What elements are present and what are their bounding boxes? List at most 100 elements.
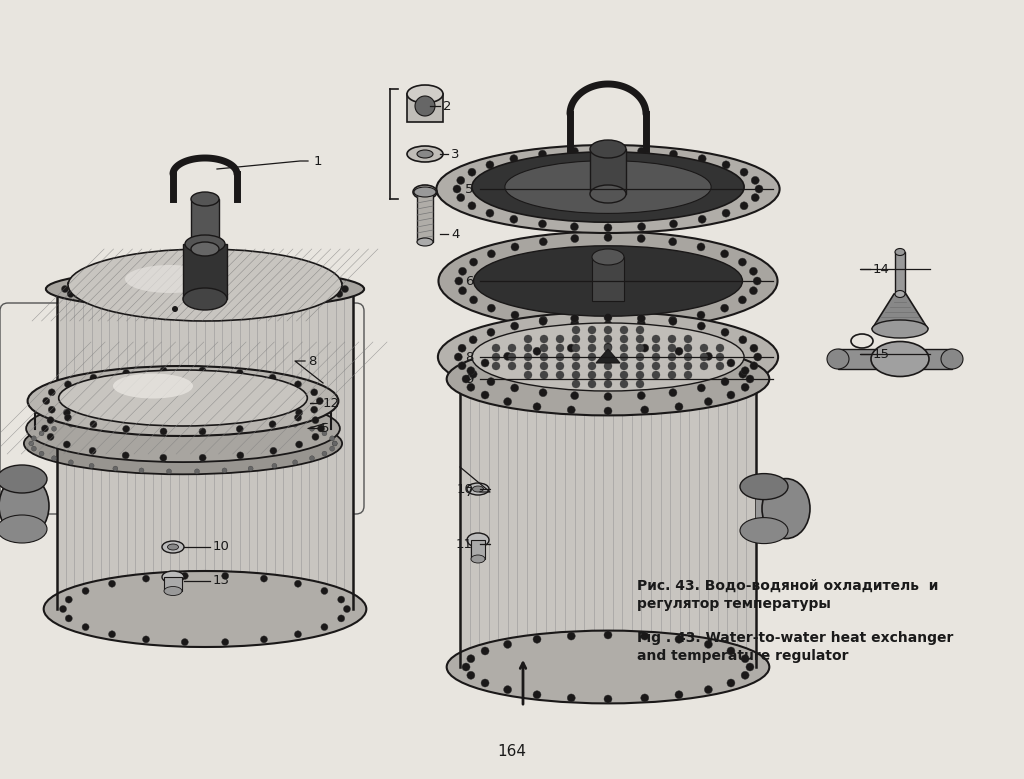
Circle shape: [721, 250, 729, 258]
Circle shape: [312, 433, 318, 440]
Circle shape: [260, 636, 267, 643]
Circle shape: [620, 371, 628, 379]
Text: 13: 13: [213, 574, 230, 587]
Ellipse shape: [438, 312, 778, 402]
Circle shape: [604, 353, 612, 361]
Circle shape: [237, 425, 244, 432]
Ellipse shape: [0, 475, 49, 537]
Circle shape: [705, 397, 713, 406]
Circle shape: [636, 353, 644, 361]
Circle shape: [467, 654, 475, 663]
Bar: [895, 252, 905, 294]
Ellipse shape: [69, 249, 342, 321]
Circle shape: [697, 243, 705, 251]
Bar: [407, 94, 443, 122]
Circle shape: [467, 367, 475, 375]
Circle shape: [458, 361, 466, 370]
Circle shape: [669, 238, 677, 245]
Circle shape: [310, 389, 317, 396]
Circle shape: [641, 344, 649, 352]
Circle shape: [668, 371, 676, 379]
Circle shape: [604, 393, 612, 400]
Circle shape: [29, 441, 34, 446]
Circle shape: [620, 353, 628, 361]
Circle shape: [332, 441, 337, 446]
Circle shape: [122, 452, 129, 459]
Circle shape: [492, 362, 500, 370]
Circle shape: [540, 353, 548, 361]
Circle shape: [684, 362, 692, 370]
Text: 2: 2: [443, 100, 452, 112]
Ellipse shape: [436, 145, 779, 233]
Circle shape: [741, 367, 750, 375]
Ellipse shape: [438, 231, 777, 330]
Circle shape: [727, 359, 735, 367]
Circle shape: [722, 160, 730, 169]
Ellipse shape: [872, 320, 928, 338]
Ellipse shape: [58, 370, 307, 426]
Circle shape: [604, 343, 612, 351]
Circle shape: [572, 353, 580, 361]
Circle shape: [604, 380, 612, 388]
Ellipse shape: [191, 192, 219, 206]
Bar: [417, 192, 433, 242]
Circle shape: [722, 209, 730, 217]
Circle shape: [637, 234, 645, 242]
Circle shape: [697, 311, 705, 319]
Circle shape: [167, 469, 171, 474]
Circle shape: [504, 686, 512, 693]
Circle shape: [754, 353, 762, 361]
Circle shape: [336, 291, 343, 298]
Circle shape: [322, 451, 327, 456]
Circle shape: [199, 367, 206, 374]
Circle shape: [636, 380, 644, 388]
Circle shape: [459, 267, 467, 275]
Circle shape: [745, 375, 754, 383]
Ellipse shape: [185, 235, 225, 253]
Circle shape: [540, 344, 548, 352]
Polygon shape: [35, 401, 331, 428]
Circle shape: [113, 466, 118, 471]
Circle shape: [588, 362, 596, 370]
Circle shape: [487, 304, 496, 312]
Circle shape: [309, 456, 314, 460]
Bar: [471, 540, 485, 559]
Text: 164: 164: [498, 743, 526, 759]
Circle shape: [524, 335, 532, 343]
Circle shape: [637, 392, 645, 400]
Ellipse shape: [895, 291, 905, 298]
Circle shape: [620, 380, 628, 388]
Bar: [592, 257, 624, 301]
Circle shape: [570, 234, 579, 242]
Circle shape: [160, 454, 167, 461]
Circle shape: [511, 322, 519, 330]
Circle shape: [754, 277, 761, 285]
Circle shape: [330, 436, 335, 441]
Circle shape: [511, 384, 519, 392]
Circle shape: [727, 679, 735, 687]
Circle shape: [675, 347, 683, 355]
Ellipse shape: [113, 373, 193, 399]
Circle shape: [295, 580, 301, 587]
Circle shape: [740, 168, 749, 176]
Ellipse shape: [44, 571, 367, 647]
Circle shape: [636, 371, 644, 379]
Ellipse shape: [467, 533, 489, 547]
Circle shape: [572, 344, 580, 352]
Text: 10: 10: [213, 541, 229, 554]
Text: 5: 5: [321, 422, 330, 435]
Text: Fig . 43. Water-to-water heat exchanger
and temperature regulator: Fig . 43. Water-to-water heat exchanger …: [637, 631, 953, 664]
Circle shape: [604, 313, 612, 322]
Ellipse shape: [505, 160, 711, 213]
Text: 5: 5: [465, 182, 473, 196]
Ellipse shape: [472, 152, 744, 222]
Circle shape: [588, 353, 596, 361]
Circle shape: [697, 322, 706, 330]
Circle shape: [90, 374, 97, 381]
Circle shape: [697, 384, 706, 392]
Circle shape: [741, 383, 750, 391]
Circle shape: [486, 160, 494, 169]
Circle shape: [534, 635, 541, 643]
Circle shape: [700, 362, 708, 370]
Circle shape: [481, 359, 489, 367]
